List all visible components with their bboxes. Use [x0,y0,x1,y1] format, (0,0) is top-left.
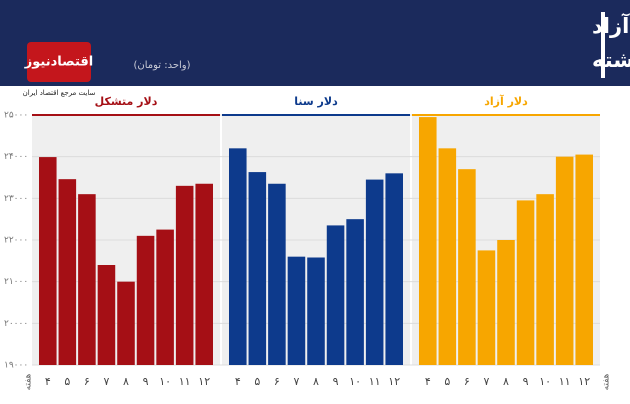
y-tick-label: ۲۳۰۰۰ [4,194,28,204]
bar [39,157,57,365]
y-tick-label: ۲۲۰۰۰ [4,236,28,246]
x-tick-label: ۸ [123,375,129,388]
bar [458,169,476,365]
bar [419,117,437,365]
x-axis-label: هفته [24,373,34,390]
x-tick-label: ۷ [483,375,489,388]
x-tick-label: ۶ [274,375,280,388]
unit-note: (واحد: تومان) [133,60,190,71]
x-tick-label: ۱۲ [388,375,400,388]
y-tick-label: ۲۵۰۰۰ [4,111,28,121]
panel-title: دلار سنا [294,95,338,108]
x-tick-label: ۵ [64,375,70,388]
x-tick-label: ۱۱ [369,375,381,388]
x-tick-label: ۹ [143,375,149,388]
x-tick-label: ۶ [464,375,470,388]
x-tick-label: ۹ [523,375,529,388]
bar [78,194,96,365]
x-tick-label: ۱۲ [578,375,590,388]
x-tick-label: ۱۰ [349,375,361,388]
x-tick-label: ۱۱ [559,375,571,388]
x-tick-label: ۸ [313,375,319,388]
x-tick-label: ۵ [444,375,450,388]
bar [438,148,457,365]
bar [385,173,403,365]
bar [229,148,247,365]
x-tick-label: ۴ [45,375,51,388]
y-tick-label: ۲۰۰۰۰ [4,319,28,329]
header-accent [601,12,605,78]
x-tick-label: ۵ [254,375,260,388]
bar [248,172,267,365]
bar [575,154,593,365]
bar [555,156,574,365]
bar [516,200,535,365]
bar [365,179,384,365]
x-tick-label: ۶ [84,375,90,388]
x-axis-label: هفته [602,373,612,390]
bar [136,235,155,365]
x-tick-label: ۱۲ [198,375,210,388]
x-tick-label: ۸ [503,375,509,388]
bar [287,256,306,365]
tagline: سایت مرجع اقتصاد ایران [23,89,96,97]
panel-title: دلار آزاد [484,94,528,108]
x-tick-label: ۴ [425,375,431,388]
bar [307,257,325,365]
bar [536,194,554,365]
title-line: در ۹ هفته گذشته [592,47,630,72]
bar [346,219,364,365]
y-tick-label: ۱۹۰۰۰ [4,361,28,371]
panel-title: دلار متشکل [95,95,158,108]
x-tick-label: ۱۰ [159,375,171,388]
bar [58,179,77,365]
x-tick-label: ۹ [333,375,339,388]
x-tick-label: ۱۰ [539,375,551,388]
bar [268,183,286,365]
x-tick-label: ۷ [103,375,109,388]
y-tick-label: ۲۴۰۰۰ [4,152,28,162]
bar [175,185,194,365]
bar [497,240,515,365]
bar [117,281,135,365]
bar [326,225,345,365]
x-tick-label: ۱۱ [179,375,191,388]
bar [195,183,213,365]
bar [97,265,116,365]
bar [477,250,496,365]
title-line: متوسط قیمت دلار متشکل، سنا و آزاد [592,13,630,38]
header-band [0,0,630,86]
bar [156,229,174,365]
logo: اقتصادنیوز [24,55,93,70]
x-tick-label: ۴ [235,375,241,388]
x-tick-label: ۷ [293,375,299,388]
y-tick-label: ۲۱۰۰۰ [4,277,28,287]
logo-box [27,42,91,82]
